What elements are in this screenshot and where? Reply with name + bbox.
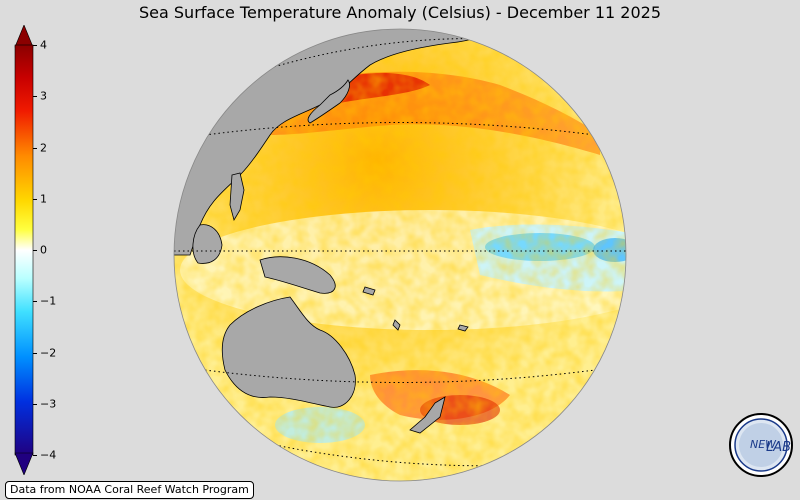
colorbar-tickmark [33,301,37,303]
colorbar-tick-label: 0 [40,243,47,257]
colorbar-tick-label: 2 [40,141,47,154]
land-new-guinea [259,256,336,294]
colorbar-tickmark [33,250,37,251]
land-solomon-islands [362,286,376,296]
logo-text-right: LAB [766,440,791,455]
colorbar-tickmark [33,96,37,98]
graticule-30s [204,369,596,383]
logo-text-left: NEW [750,438,777,451]
land-vanuatu [392,319,401,331]
graticule-30n [204,122,596,136]
colorbar-bottom-arrow [14,452,34,475]
colorbar-tick-label: 4 [40,38,47,52]
land-philippines [229,172,245,222]
data-credit-label: Data from NOAA Coral Reef Watch Program [5,481,254,499]
orthographic-globe-map [173,28,627,482]
land-fiji [457,324,469,332]
colorbar-tickmark [33,147,37,149]
graticule-60s [274,444,531,467]
land-australia [221,296,356,408]
colorbar-tick-label: −1 [40,294,57,308]
colorbar-tickmark [33,455,37,456]
land-new-zealand [409,396,446,434]
colorbar-top-arrow [14,25,34,48]
colorbar-tick-label: −4 [40,448,57,462]
land-japan [307,79,350,124]
colorbar-tickmark [33,352,37,354]
colorbar-tick-label: 3 [40,89,47,103]
colorbar-tick-label: −2 [40,346,57,359]
colorbar-tickmark [33,403,37,405]
colorbar-tickmark [33,198,37,200]
colorbar-tick-label: 1 [40,192,47,206]
colorbar [14,25,34,475]
newlab-logo[interactable]: NEW LAB [728,412,794,478]
colorbar-tick-label: −3 [40,397,57,411]
colorbar-gradient [14,44,34,456]
map-title: Sea Surface Temperature Anomaly (Celsius… [139,3,661,22]
globe-outline [173,28,627,482]
colorbar-tickmark [33,45,37,46]
land-borneo [192,224,223,264]
anomaly-texture [174,29,626,481]
